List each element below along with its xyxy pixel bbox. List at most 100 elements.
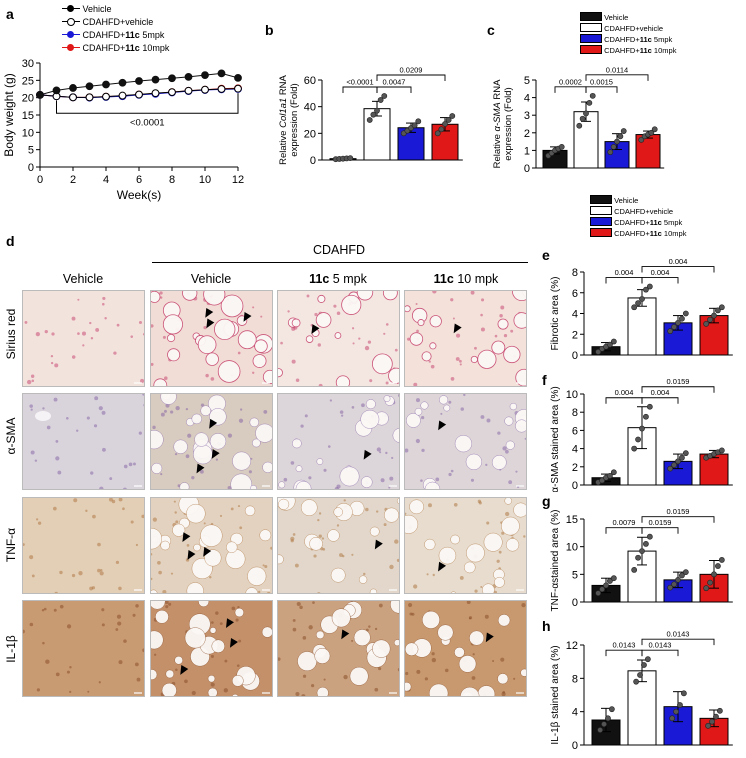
nucleus (380, 478, 385, 483)
nucleus (327, 445, 331, 448)
nucleus (227, 433, 233, 438)
nucleus (71, 316, 76, 321)
chart-fibrotic-area: 0 2 4 6 8 Fibrotic area (%) 0.004 0.004 0.004 (550, 257, 733, 362)
data-point (635, 436, 641, 443)
nucleus (499, 314, 503, 318)
histology-image-asma (404, 393, 527, 490)
lipid-vacuole (278, 498, 290, 510)
nucleus (159, 291, 163, 295)
nucleus (170, 572, 174, 575)
nucleus (492, 659, 495, 663)
nucleus (496, 559, 500, 563)
nucleus (351, 406, 355, 409)
nucleus (123, 487, 127, 489)
nucleus (391, 456, 394, 459)
lipid-vacuole (504, 416, 514, 426)
nucleus (501, 531, 505, 535)
nucleus (115, 560, 120, 564)
nucleus (26, 379, 32, 385)
nucleus (302, 636, 307, 640)
y-tick-label: 2 (572, 329, 578, 341)
lipid-vacuole (186, 503, 206, 524)
nucleus (302, 674, 307, 678)
lipid-vacuole (207, 675, 216, 683)
lipid-vacuole (505, 538, 520, 552)
nucleus (460, 407, 464, 411)
y-tick-label: 6 (572, 288, 578, 300)
nucleus (317, 592, 321, 593)
data-point (601, 721, 607, 728)
y-axis-label-part: RNA (492, 79, 503, 102)
data-point (377, 97, 384, 103)
lipid-vacuole (369, 526, 380, 537)
histology-texture (151, 291, 272, 386)
data-point (583, 110, 589, 117)
data-point (617, 133, 624, 140)
nucleus (219, 514, 223, 518)
arrowhead-icon (341, 629, 350, 640)
lipid-vacuole (505, 440, 515, 450)
panel-letter-c: c (487, 22, 495, 38)
nucleus (30, 374, 35, 378)
lipid-vacuole (424, 481, 441, 489)
data-point (608, 706, 615, 713)
nucleus (30, 408, 33, 411)
data-point (679, 315, 685, 322)
y-axis-label-part: Relative (492, 131, 503, 168)
lipid-vacuole (200, 405, 211, 416)
nucleus (135, 604, 139, 608)
lipid-vacuole (184, 627, 206, 649)
nucleus (152, 425, 156, 430)
nucleus (211, 621, 214, 624)
nucleus (389, 564, 394, 570)
nucleus (470, 478, 475, 482)
lipid-vacuole (161, 682, 177, 696)
lipid-vacuole (278, 368, 283, 378)
lipid-vacuole (497, 673, 509, 685)
nucleus (375, 510, 379, 513)
significance-bracket (554, 86, 587, 93)
nucleus (235, 618, 239, 622)
histology-texture (278, 291, 399, 386)
nucleus (113, 351, 117, 355)
legend-item: CDAHFD+11c 10mpk (62, 42, 169, 55)
nucleus (383, 523, 387, 527)
data-point (151, 75, 160, 84)
histology-image-tnfa (404, 497, 527, 594)
significance-bracket (376, 86, 412, 93)
histology-texture (405, 601, 526, 696)
lipid-vacuole (406, 413, 421, 428)
data-point (644, 656, 651, 663)
nucleus (209, 575, 212, 579)
lipid-vacuole (249, 485, 257, 489)
significance-label: 0.004 (615, 388, 634, 397)
nucleus (383, 332, 386, 335)
data-point (713, 713, 719, 720)
data-point (641, 662, 647, 668)
y-tick-label: 3 (524, 110, 530, 122)
nucleus (420, 479, 423, 482)
nucleus (480, 313, 483, 317)
nucleus (430, 364, 435, 369)
nucleus (227, 486, 232, 489)
lipid-vacuole (278, 554, 284, 565)
significance-label: 0.0015 (590, 77, 613, 86)
lipid-vacuole (383, 395, 391, 402)
nucleus (168, 602, 172, 606)
lipid-vacuole (209, 627, 217, 634)
nucleus (470, 291, 475, 295)
nucleus (468, 617, 471, 620)
nucleus (415, 302, 418, 305)
lipid-vacuole (193, 444, 213, 465)
nucleus (352, 342, 355, 345)
y-axis-label-gene: Col1a1 (278, 98, 289, 128)
nucleus (224, 659, 228, 663)
lipid-vacuole (153, 378, 168, 386)
lipid-vacuole (450, 591, 457, 593)
nucleus (299, 605, 303, 610)
nucleus (385, 323, 389, 326)
nucleus (374, 687, 379, 692)
data-point (217, 69, 226, 78)
nucleus (343, 499, 346, 502)
y-tick-label: 20 (304, 128, 316, 140)
